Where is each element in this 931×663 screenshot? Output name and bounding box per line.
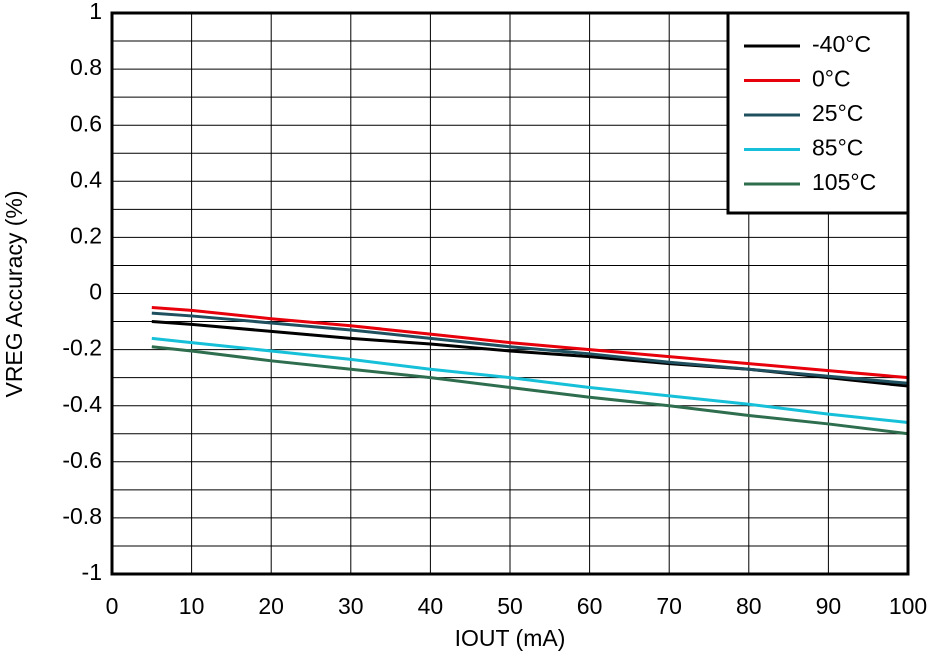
series-line bbox=[151, 320, 909, 388]
plot-frame bbox=[110, 11, 910, 576]
y-tick-label: 0 bbox=[89, 279, 102, 305]
x-tick-label: 70 bbox=[656, 593, 682, 619]
x-axis-label: IOUT (mA) bbox=[455, 625, 566, 651]
x-tick-label: 30 bbox=[338, 593, 364, 619]
legend-label: 0°C bbox=[812, 66, 851, 92]
series-line bbox=[151, 311, 909, 385]
y-tick-label: 1 bbox=[89, 0, 102, 24]
legend-label: 85°C bbox=[812, 135, 863, 161]
y-tick-label: -0.2 bbox=[62, 335, 102, 361]
y-axis-label: VREG Accuracy (%) bbox=[1, 190, 27, 397]
series-line bbox=[151, 336, 909, 425]
legend-label: 25°C bbox=[812, 100, 863, 126]
legend-label: 105°C bbox=[812, 169, 876, 195]
y-tick-label: -0.8 bbox=[62, 503, 102, 529]
y-tick-label: 0.4 bbox=[70, 166, 102, 192]
y-tick-label: -0.4 bbox=[62, 391, 102, 417]
x-tick-label: 0 bbox=[106, 593, 119, 619]
series-line bbox=[151, 345, 909, 436]
y-tick-label: -0.6 bbox=[62, 447, 102, 473]
x-tick-label: 10 bbox=[179, 593, 205, 619]
x-tick-label: 40 bbox=[418, 593, 444, 619]
x-tick-label: 80 bbox=[736, 593, 762, 619]
x-tick-label: 60 bbox=[577, 593, 603, 619]
y-tick-label: 0.2 bbox=[70, 222, 102, 248]
series-line bbox=[151, 306, 909, 380]
x-tick-label: 20 bbox=[258, 593, 284, 619]
legend: -40°C 0°C 25°C 85°C 105°C bbox=[726, 11, 910, 215]
x-tick-label: 50 bbox=[497, 593, 523, 619]
x-tick-label: 100 bbox=[889, 593, 927, 619]
y-tick-label: 0.6 bbox=[70, 110, 102, 136]
x-tick-label: 90 bbox=[816, 593, 842, 619]
legend-label: -40°C bbox=[812, 31, 871, 57]
y-tick-label: -1 bbox=[82, 559, 102, 585]
y-tick-label: 0.8 bbox=[70, 54, 102, 80]
